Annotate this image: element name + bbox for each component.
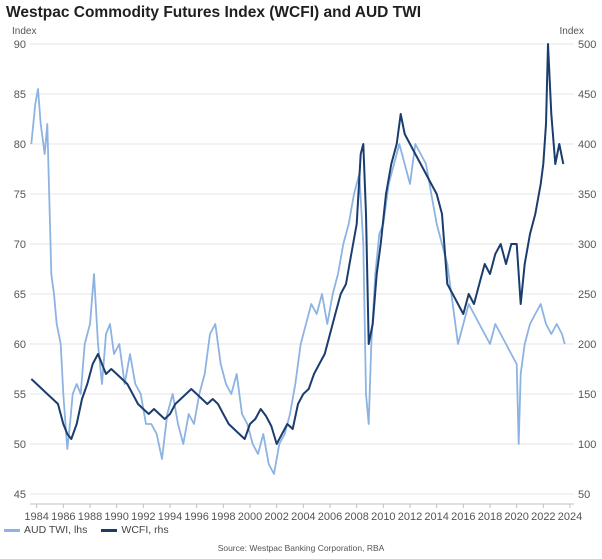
left-tick-label: 75: [14, 189, 26, 201]
left-tick-label: 90: [14, 39, 26, 51]
x-axis-ticks: 1984 1986 1988 1990 1992 1994 1996 1998 2000 2002…: [24, 503, 582, 523]
x-tick-label: 2004: [291, 511, 315, 523]
x-tick-label: 1990: [104, 511, 128, 523]
left-tick-label: 70: [14, 239, 26, 251]
left-tick-label: 50: [14, 439, 26, 451]
left-tick-label: 45: [14, 489, 26, 501]
legend-swatch-wcfi: [101, 528, 118, 532]
source-note: Source: Westpac Banking Corporation, RBA: [217, 543, 385, 553]
left-tick-label: 55: [14, 389, 26, 401]
right-tick-label: 450: [578, 89, 596, 101]
x-tick-label: 1998: [211, 511, 235, 523]
x-tick-label: 2016: [451, 511, 475, 523]
legend-label-wcfi: WCFI, rhs: [121, 524, 169, 536]
right-tick-label: 300: [578, 239, 596, 251]
right-tick-label: 250: [578, 289, 596, 301]
x-tick-label: 2008: [344, 511, 368, 523]
legend-item-aud-twi: AUD TWI, lhs: [4, 524, 87, 536]
x-tick-label: 2010: [371, 511, 395, 523]
x-tick-label: 1986: [51, 511, 75, 523]
chart-title: Westpac Commodity Futures Index (WCFI) a…: [6, 4, 422, 21]
left-tick-label: 80: [14, 139, 26, 151]
x-tick-label: 1994: [158, 511, 182, 523]
right-tick-label: 100: [578, 439, 596, 451]
right-axis-ticks: 50 100 150 200 250 300 350 400 450 500: [578, 39, 596, 501]
x-tick-label: 2012: [398, 511, 422, 523]
x-tick-label: 2018: [478, 511, 502, 523]
x-tick-label: 2024: [558, 511, 582, 523]
left-tick-label: 65: [14, 289, 26, 301]
x-tick-label: 2002: [264, 511, 288, 523]
legend: AUD TWI, lhs WCFI, rhs: [4, 524, 169, 536]
x-tick-label: 2020: [504, 511, 528, 523]
right-tick-label: 350: [578, 189, 596, 201]
right-tick-label: 400: [578, 139, 596, 151]
right-tick-label: 50: [578, 489, 590, 501]
right-tick-label: 500: [578, 39, 596, 51]
left-axis-unit: Index: [12, 26, 36, 37]
x-tick-label: 1996: [184, 511, 208, 523]
left-tick-label: 60: [14, 339, 26, 351]
x-tick-label: 2006: [318, 511, 342, 523]
x-tick-label: 1984: [24, 511, 48, 523]
line-chart: 45 50 55 60 65 70 75 80 85 90 50 100 150 200 250 300 35…: [12, 26, 596, 523]
right-tick-label: 150: [578, 389, 596, 401]
series-lines: [30, 43, 566, 475]
x-tick-label: 2022: [531, 511, 555, 523]
x-tick-label: 2000: [238, 511, 262, 523]
series-line-aud-twi: [30, 88, 566, 475]
right-axis-unit: Index: [560, 26, 584, 37]
left-tick-label: 85: [14, 89, 26, 101]
legend-swatch-aud-twi: [4, 528, 20, 532]
left-axis-ticks: 45 50 55 60 65 70 75 80 85 90: [14, 39, 26, 501]
x-tick-label: 2014: [424, 511, 448, 523]
legend-item-wcfi: WCFI, rhs: [101, 524, 169, 536]
x-tick-label: 1992: [131, 511, 155, 523]
series-line-wcfi: [30, 43, 565, 445]
right-tick-label: 200: [578, 339, 596, 351]
gridlines: [30, 43, 574, 495]
x-tick-label: 1988: [78, 511, 102, 523]
legend-label-aud-twi: AUD TWI, lhs: [24, 524, 88, 536]
